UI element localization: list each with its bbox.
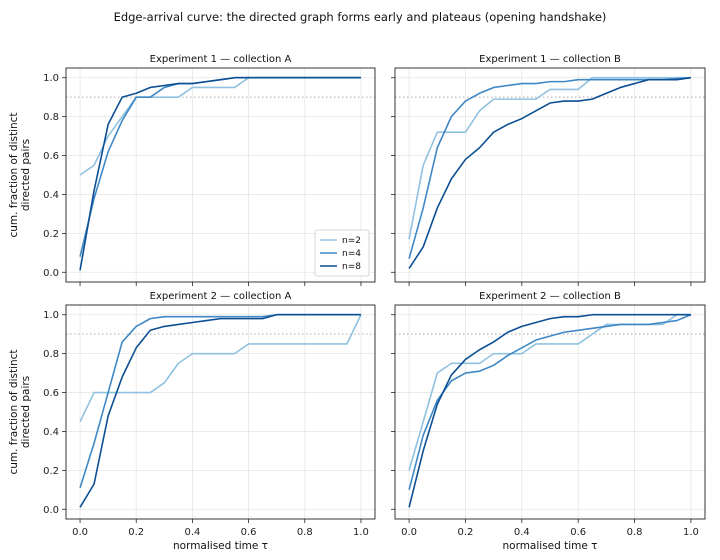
- chart-panel-1: 0.0 0.2 0.4 0.6 0.8 1.0 Experiment 1 — collect…: [8, 54, 376, 286]
- x-tick-label: 0.0: [401, 527, 417, 538]
- y-tick-label: 0.0: [43, 505, 59, 516]
- y-tick-label: 1.0: [43, 73, 59, 84]
- chart-panel-3: 0.0 0.0 0.2 0.2 0.4 0.4 0.6 0.6 0.8 0.8 1.0 1.0 Expe…: [8, 291, 376, 552]
- x-tick-label: 0.4: [184, 527, 200, 538]
- series-line-n=8: [408, 76, 692, 269]
- y-tick-label: 0.6: [43, 151, 59, 162]
- chart-panel-4: 0.0 0.2 0.4 0.6 0.8 1.0 Experiment 2 — collect…: [391, 291, 706, 552]
- plot-frame: [394, 304, 706, 520]
- y-tick-label: 0.8: [43, 349, 59, 360]
- y-tick-label: 0.4: [43, 427, 59, 438]
- plot-frame: [394, 67, 706, 283]
- legend-label: n=8: [342, 262, 361, 272]
- x-tick-label: 0.4: [514, 527, 530, 538]
- y-tick-label: 0.2: [43, 229, 59, 240]
- chart-panels: 0.0 0.2 0.4 0.6 0.8 1.0 Experiment 1 — collect…: [8, 54, 706, 552]
- x-tick-label: 0.2: [458, 527, 474, 538]
- series-line-n=2: [79, 314, 362, 423]
- y-tick-label: 0.2: [43, 466, 59, 477]
- panel-title: Experiment 1 — collection A: [150, 54, 292, 65]
- x-tick-label: 0.8: [627, 527, 643, 538]
- x-axis-label: normalised time τ: [502, 540, 597, 552]
- panel-title: Experiment 2 — collection A: [150, 291, 292, 302]
- y-axis-label: cum. fraction of distinct: [8, 349, 20, 474]
- y-tick-label: 0.0: [43, 268, 59, 279]
- series-line-n=8: [79, 76, 361, 271]
- y-tick-label: 0.4: [43, 190, 59, 201]
- legend: n=2 n=4 n=8: [314, 229, 370, 277]
- legend-label: n=2: [342, 236, 361, 246]
- plot-frame: [65, 304, 376, 520]
- x-tick-label: 0.0: [72, 527, 88, 538]
- y-axis-label: cum. fraction of distinct: [8, 112, 20, 237]
- series-line-n=4: [79, 313, 361, 489]
- panel-title: Experiment 2 — collection B: [479, 291, 621, 302]
- x-tick-label: 1.0: [683, 527, 699, 538]
- y-tick-label: 0.6: [43, 388, 59, 399]
- x-tick-label: 0.6: [570, 527, 586, 538]
- series-line-n=8: [79, 313, 361, 508]
- series-line-n=2: [79, 76, 361, 176]
- x-axis-label: normalised time τ: [173, 540, 268, 552]
- y-tick-label: 1.0: [43, 310, 59, 321]
- figure-title: Edge-arrival curve: the directed graph f…: [114, 10, 607, 24]
- legend-label: n=4: [342, 249, 361, 259]
- panel-title: Experiment 1 — collection B: [479, 54, 621, 65]
- x-tick-label: 0.8: [297, 527, 313, 538]
- y-tick-label: 0.8: [43, 112, 59, 123]
- chart-panel-2: Experiment 1 — collection B: [391, 54, 706, 286]
- x-tick-label: 1.0: [353, 527, 369, 538]
- y-axis-label: directed pairs: [20, 376, 32, 448]
- series-line-n=4: [408, 76, 691, 259]
- x-tick-label: 0.2: [128, 527, 144, 538]
- series-line-n=8: [408, 313, 691, 508]
- series-line-n=2: [408, 76, 691, 240]
- legend-box: [314, 229, 370, 277]
- x-tick-label: 0.6: [241, 527, 257, 538]
- series-line-n=4: [408, 313, 692, 491]
- y-axis-label: directed pairs: [20, 139, 32, 211]
- plot-frame: [65, 67, 376, 283]
